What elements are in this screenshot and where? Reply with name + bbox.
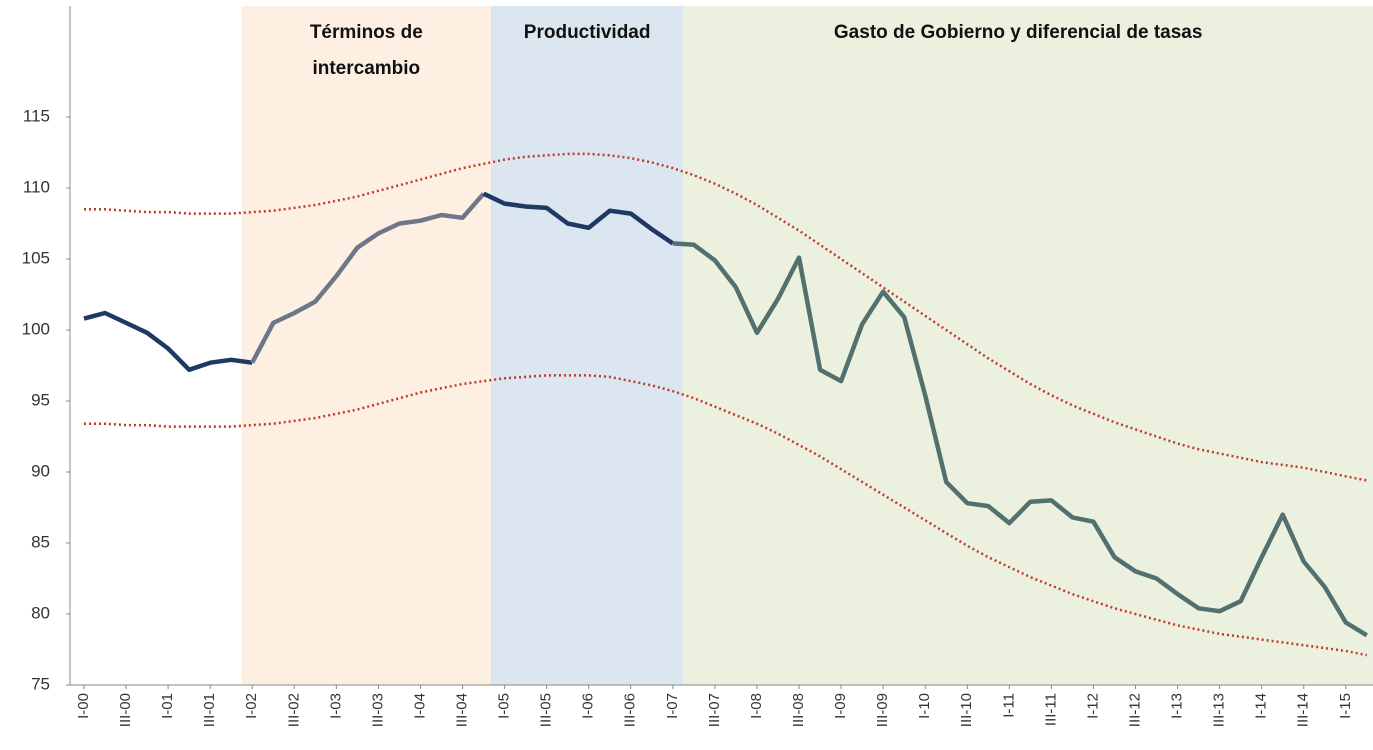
x-tick-label: III-11: [1042, 693, 1059, 726]
x-tick-label: I-09: [832, 693, 849, 719]
data-line: [672, 241, 1368, 638]
y-tick-label: 75: [31, 674, 50, 693]
band-line: [84, 374, 1368, 657]
x-tick-label: I-00: [75, 693, 92, 719]
y-tick-label: 85: [31, 532, 50, 551]
x-tick-label: I-05: [496, 693, 513, 719]
x-tick-label: I-02: [243, 693, 260, 719]
x-tick-label: III-02: [285, 693, 302, 727]
region-label: intercambio: [312, 58, 420, 79]
y-tick-label: 115: [23, 106, 50, 125]
x-tick-label: III-12: [1126, 693, 1143, 727]
data-line: [83, 310, 253, 373]
region-label: Productividad: [524, 22, 651, 43]
x-tick-label: I-03: [327, 693, 344, 719]
x-tick-label: III-10: [958, 693, 975, 727]
x-tick-label: I-01: [159, 693, 176, 719]
x-tick-label: I-10: [916, 693, 933, 719]
x-tick-label: III-08: [790, 693, 807, 727]
y-tick-label: 95: [31, 390, 50, 409]
x-tick-label: I-06: [580, 693, 597, 719]
x-tick-label: I-13: [1169, 693, 1186, 719]
data-line: [482, 191, 675, 246]
x-tick-label: I-04: [411, 693, 428, 719]
region-band: [241, 6, 491, 685]
x-tick-label: I-11: [1000, 693, 1017, 718]
y-tick-label: 100: [22, 319, 50, 338]
x-tick-label: I-15: [1337, 693, 1354, 719]
x-tick-label: III-09: [874, 693, 891, 727]
x-tick-label: III-00: [117, 693, 134, 727]
y-tick-label: 80: [31, 603, 50, 622]
x-tick-label: I-14: [1253, 693, 1270, 719]
region-band: [683, 6, 1373, 685]
x-tick-label: I-08: [748, 693, 765, 719]
x-tick-label: III-04: [454, 693, 471, 727]
region-label: Gasto de Gobierno y diferencial de tasas: [834, 22, 1203, 43]
x-tick-label: III-03: [369, 693, 386, 727]
region-label: Términos de: [310, 22, 423, 43]
region-band: [490, 6, 684, 685]
x-tick-label: III-06: [622, 693, 639, 727]
x-tick-label: III-14: [1295, 693, 1312, 727]
x-tick-label: III-01: [201, 693, 218, 727]
y-tick-label: 105: [22, 248, 50, 267]
y-tick-label: 90: [31, 461, 50, 480]
y-tick-label: 110: [23, 177, 50, 196]
x-tick-label: III-13: [1211, 693, 1228, 727]
x-tick-label: III-07: [706, 693, 723, 727]
x-tick-label: III-05: [538, 693, 555, 727]
data-line: [250, 192, 486, 364]
x-tick-label: I-07: [664, 693, 681, 719]
x-tick-label: I-12: [1084, 693, 1101, 719]
